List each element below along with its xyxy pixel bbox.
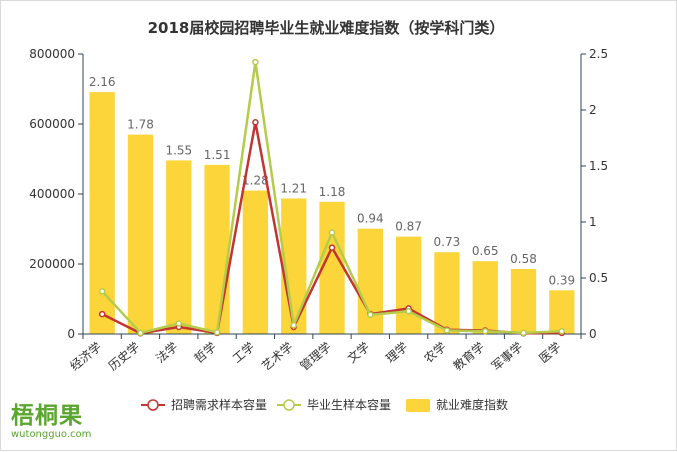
line-point (252, 58, 259, 66)
bar-value-label: 0.87 (395, 220, 422, 234)
bar-教育学 (472, 261, 498, 334)
y-left-tick-label: 800000 (29, 47, 75, 61)
bar-value-label: 1.55 (165, 143, 192, 157)
y-right-tick-label: 1.5 (589, 159, 608, 173)
y-left-tick-label: 0 (67, 327, 75, 341)
x-tick-label: 教育学 (450, 339, 487, 374)
bar-value-label: 1.28 (242, 174, 269, 188)
bar-军事学 (510, 269, 537, 334)
bar-value-label: 0.65 (472, 244, 499, 258)
legend-label: 就业难度指数 (436, 397, 508, 412)
x-tick-label: 农学 (421, 339, 449, 366)
bar-工学 (242, 190, 268, 334)
line-point (328, 229, 336, 236)
legend-marker-icon (147, 399, 159, 411)
y-left-tick-label: 200000 (29, 257, 75, 271)
y-right-tick-label: 0.5 (589, 271, 608, 285)
line-point (443, 327, 451, 334)
line-series-layer (98, 58, 566, 337)
legend-bar-icon (406, 399, 430, 412)
bar-value-label: 1.21 (280, 182, 307, 196)
x-tick-label: 管理学 (297, 339, 334, 374)
x-tick-label: 军事学 (488, 339, 525, 374)
bar-管理学 (319, 201, 345, 334)
bar-医学 (549, 290, 575, 334)
bar-value-labels: 2.16 1.78 1.55 1.51 1.28 1.21 1.18 0.94 0.87 0.73… (89, 75, 575, 287)
line-point (481, 327, 489, 335)
legend-label: 毕业生样本容量 (307, 397, 391, 412)
bar-value-label: 1.78 (127, 118, 154, 132)
bar-理学 (396, 236, 422, 334)
line-point (213, 329, 221, 336)
line-point (520, 329, 527, 337)
y-right-tick-label: 2 (589, 103, 597, 117)
line-point (290, 322, 297, 329)
bar-哲学 (204, 164, 230, 334)
bar-value-label: 2.16 (89, 75, 116, 89)
line-point (405, 308, 412, 315)
legend-label: 招聘需求样本容量 (171, 397, 267, 412)
y-right-tick-label: 1 (589, 215, 597, 229)
brand-logo-url: wutongguo.com (11, 429, 92, 440)
bar-value-label: 0.58 (510, 252, 537, 266)
line-point (367, 311, 374, 319)
x-tick-label: 哲学 (191, 339, 219, 366)
bar-value-label: 1.18 (319, 185, 346, 199)
line-point (175, 320, 183, 327)
line-point (558, 327, 566, 335)
bar-value-label: 0.94 (357, 212, 384, 226)
x-tick-label: 理学 (383, 339, 411, 366)
x-tick-label: 医学 (536, 339, 564, 366)
x-tick-label: 历史学 (105, 339, 142, 374)
bar-value-label: 1.51 (204, 148, 231, 162)
y-right-tick-label: 0 (589, 327, 597, 341)
legend: 招聘需求样本容量 毕业生样本容量 就业难度指数 (141, 397, 508, 412)
x-tick-label: 工学 (229, 339, 257, 366)
y-left-tick-label: 400000 (29, 187, 75, 201)
line-point (137, 329, 144, 337)
bar-农学 (434, 252, 460, 334)
x-tick-label: 艺术学 (258, 339, 295, 374)
x-tick-label: 经济学 (67, 339, 104, 374)
x-tick-label: 文学 (344, 339, 372, 366)
brand-logo-name: 梧桐果 (11, 403, 83, 429)
line-point (98, 310, 106, 318)
bar-文学 (357, 228, 383, 334)
line-point (252, 119, 259, 126)
line-point (98, 288, 106, 295)
legend-marker-icon (283, 399, 295, 411)
x-tick-label: 法学 (153, 339, 181, 366)
bar-经济学 (89, 92, 115, 334)
bar-法学 (166, 160, 192, 334)
bar-series-layer (89, 92, 575, 334)
bar-value-label: 0.73 (434, 235, 461, 249)
brand-logo: 梧桐果 wutongguo.com (11, 403, 111, 441)
chart-title: 2018届校园招聘毕业生就业难度指数（按学科门类） (148, 19, 505, 37)
y-right-tick-label: 2.5 (589, 47, 608, 61)
bar-历史学 (127, 134, 154, 334)
y-left-tick-label: 600000 (29, 117, 75, 131)
bar-value-label: 0.39 (548, 273, 575, 287)
line-point (328, 244, 336, 251)
